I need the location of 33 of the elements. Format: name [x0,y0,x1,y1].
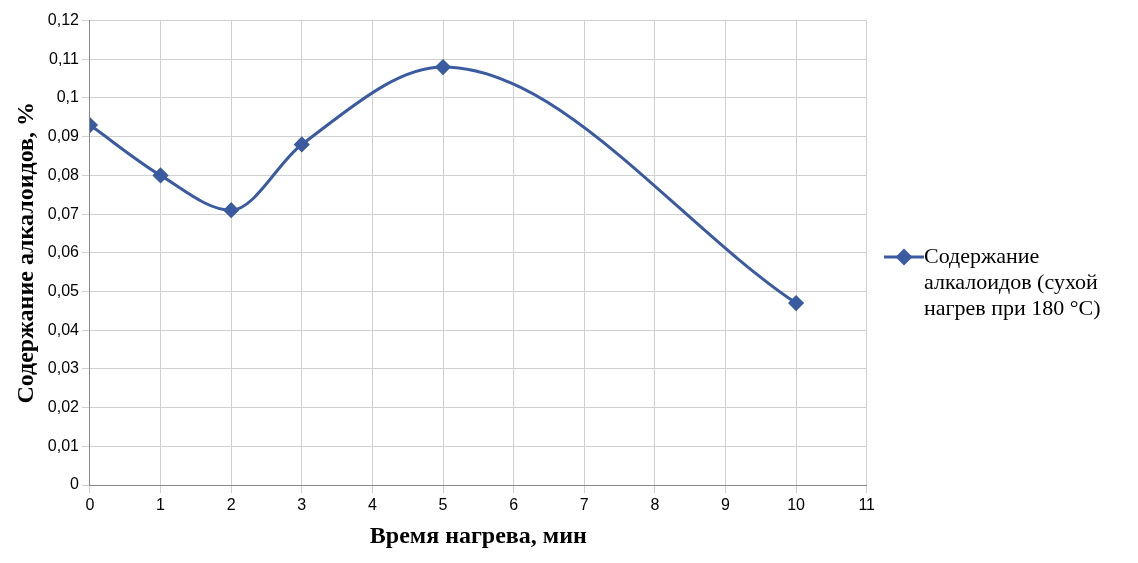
point [294,136,310,152]
y-tick-label: 0,02 [47,398,80,416]
legend-label: Содержание алкалоидов (сухой нагрев при 180 °C) [924,242,1102,321]
x-tick-label: 8 [650,496,660,514]
point [153,167,169,183]
y-tick-label: 0,1 [56,88,80,106]
y-tick-label: 0,08 [47,165,80,183]
y-tick-label: 0 [70,475,80,493]
x-tick-label: 10 [787,496,806,514]
y-tick-label: 0,07 [47,204,80,222]
point [435,59,451,75]
x-tick-label: 11 [858,496,876,514]
x-tick-label: 5 [438,496,448,514]
y-tick-label: 0,12 [47,11,80,29]
y-axis-title: Содержание алкалоидов, % [11,101,38,404]
x-tick-label: 4 [367,496,377,514]
y-tick-label: 0,01 [47,436,80,454]
point [223,202,239,218]
y-tick-label: 0,11 [48,49,80,67]
y-tick-label: 0,06 [47,243,80,261]
x-axis-title: Время нагрева, мин [369,521,588,548]
x-tick-label: 1 [156,496,166,514]
x-tick-label: 2 [226,496,236,514]
y-tick-label: 0,05 [47,281,80,299]
x-tick-label: 9 [721,496,731,514]
y-tick-label: 0,04 [47,320,80,338]
y-tick-label: 0,03 [47,359,80,377]
x-tick-label: 3 [297,496,307,514]
x-tick-label: 7 [579,496,589,514]
point [788,295,804,311]
y-tick-label: 0,09 [47,127,80,145]
x-tick-label: 0 [85,496,95,514]
x-tick-label: 6 [509,496,519,514]
